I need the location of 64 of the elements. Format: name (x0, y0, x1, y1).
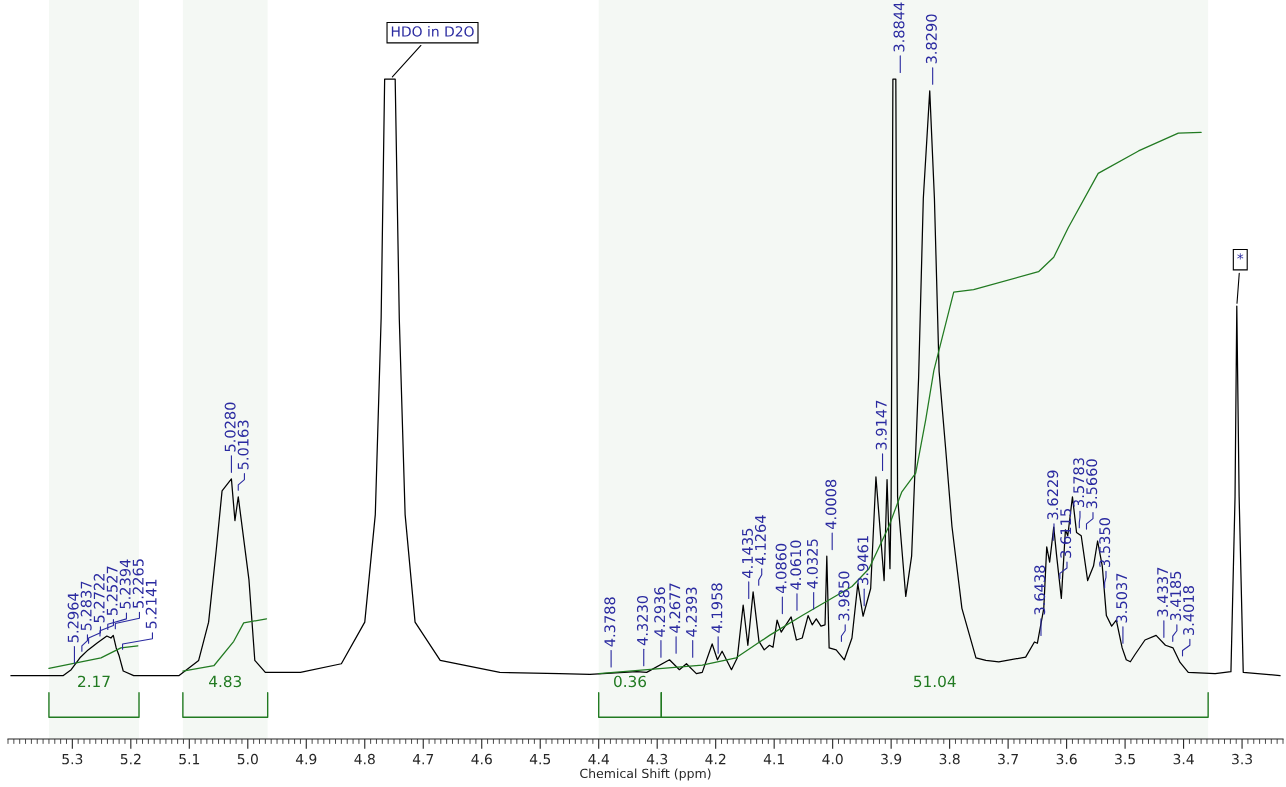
annotation: 3.4185 (1170, 571, 1182, 621)
annotation: 3.8844 (893, 2, 905, 52)
x-tick-label: 4.8 (354, 753, 375, 765)
annotation: 4.3230 (636, 595, 648, 646)
x-tick-label: 4.3 (646, 753, 668, 765)
annotation: 5.2394 (119, 559, 131, 609)
annotation: 3.6115 (1060, 509, 1072, 558)
x-tick-label: 4.9 (295, 753, 317, 765)
annotation: 4.2677 (669, 583, 681, 633)
annotation: 3.4018 (1183, 586, 1195, 635)
x-tick-label: 5.3 (62, 753, 83, 765)
x-axis-title: Chemical Shift (ppm) (580, 768, 711, 781)
x-tick-label: 3.4 (1173, 753, 1194, 765)
annotation: 3.9461 (857, 536, 869, 585)
annotation: 4.0008 (825, 479, 837, 530)
annotation: 3.5660 (1086, 459, 1098, 509)
annotation: 3.5037 (1116, 573, 1128, 623)
x-tick-label: 5.0 (237, 753, 258, 765)
x-tick-label: 3.7 (998, 753, 1018, 765)
annotation: 4.2936 (654, 587, 666, 637)
annotation: 5.2964 (67, 593, 79, 643)
annotation: 4.0325 (806, 539, 818, 589)
x-tick-label: 4.0 (822, 753, 843, 765)
x-tick-label: 5.2 (120, 753, 141, 765)
band-label: 4.83 (209, 675, 242, 688)
x-tick-label: 4.6 (471, 753, 492, 765)
band-label: 51.04 (914, 675, 956, 688)
annotation: 4.2393 (685, 587, 697, 637)
x-tick-label: 3.9 (881, 753, 902, 765)
annotation: 4.1435 (741, 528, 753, 578)
x-tick-label: 4.5 (529, 754, 551, 765)
band-label: 2.17 (78, 675, 110, 687)
annotation: 4.3788 (604, 597, 616, 647)
x-tick-label: 4.2 (705, 753, 726, 765)
x-tick-label: 3.3 (1232, 753, 1252, 765)
annotation: 3.9850 (838, 571, 850, 621)
annotation: HDO in D2O (391, 25, 474, 37)
annotation: 3.5783 (1073, 458, 1085, 507)
annotation: 4.1264 (754, 515, 766, 565)
x-tick-label: 3.6 (1056, 753, 1077, 765)
band-label: 0.36 (614, 675, 647, 688)
annotation: 4.0860 (775, 543, 787, 594)
annotation: * (1237, 253, 1244, 260)
annotation: 5.2722 (93, 573, 105, 623)
annotation: 5.0280 (224, 402, 236, 452)
annotation: 3.8290 (925, 14, 937, 64)
x-tick-label: 4.1 (763, 754, 784, 765)
annotation: 3.5350 (1099, 518, 1111, 567)
x-tick-label: 3.8 (939, 753, 960, 765)
annotation: 4.1958 (711, 583, 723, 633)
annotation: 4.0610 (790, 540, 802, 590)
annotation: 3.4337 (1157, 567, 1169, 617)
annotation: 5.2265 (132, 559, 144, 608)
annotation: 5.2837 (80, 581, 92, 631)
annotation: 3.6438 (1034, 565, 1046, 615)
x-tick-label: 5.1 (179, 754, 200, 765)
annotation: 3.9147 (875, 400, 887, 450)
x-tick-label: 3.5 (1115, 753, 1135, 765)
x-tick-label: 4.7 (412, 754, 434, 765)
x-tick-label: 4.4 (588, 754, 609, 765)
annotation: 3.6229 (1047, 470, 1059, 520)
annotation: 5.0163 (237, 420, 249, 470)
annotation: 5.2141 (145, 579, 157, 629)
annotation: 5.2527 (106, 566, 118, 616)
